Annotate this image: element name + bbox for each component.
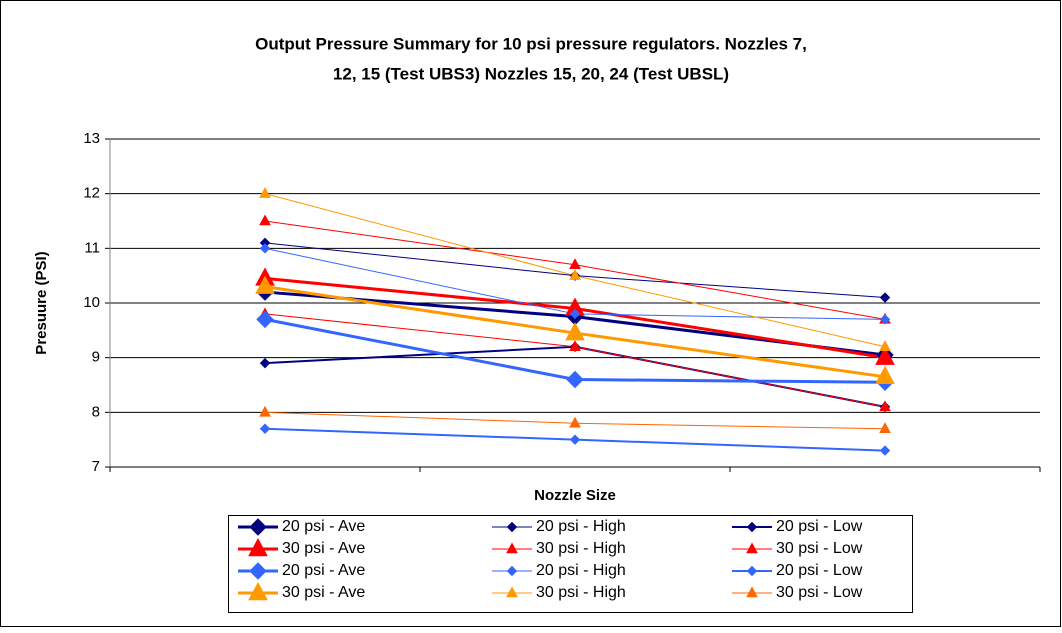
- legend-label: 30 psi - Ave: [282, 540, 365, 557]
- marker: [569, 258, 581, 269]
- legend-label: 20 psi - Ave: [282, 518, 365, 535]
- marker: [256, 310, 274, 329]
- marker: [506, 565, 518, 577]
- marker: [249, 518, 267, 536]
- marker: [879, 314, 891, 325]
- legend-label: 30 psi - High: [536, 584, 626, 601]
- marker: [569, 340, 581, 351]
- chart-subtitle: 12, 15 (Test UBS3) Nozzles 15, 20, 24 (T…: [333, 64, 729, 83]
- marker: [259, 423, 271, 434]
- marker: [566, 370, 584, 389]
- y-tick-label: 8: [92, 403, 100, 420]
- marker: [248, 538, 268, 557]
- marker: [259, 405, 271, 417]
- y-tick-label: 12: [83, 185, 100, 202]
- y-tick-label: 10: [83, 294, 100, 311]
- marker: [255, 275, 275, 294]
- marker: [875, 346, 895, 365]
- marker: [879, 292, 891, 303]
- legend-label: 20 psi - Low: [776, 562, 863, 579]
- marker: [569, 416, 581, 428]
- marker: [879, 400, 891, 412]
- marker: [746, 542, 758, 554]
- y-tick-label: 7: [92, 458, 100, 475]
- y-tick-label: 13: [83, 130, 100, 147]
- marker: [569, 308, 581, 320]
- marker: [506, 542, 518, 554]
- y-tick-label: 11: [84, 239, 100, 256]
- marker: [746, 565, 758, 577]
- marker: [746, 586, 758, 598]
- legend-label: 20 psi - High: [536, 518, 626, 535]
- marker: [879, 422, 891, 433]
- legend-label: 30 psi - Low: [776, 540, 863, 557]
- marker: [879, 340, 891, 351]
- legend-label: 20 psi - Ave: [282, 562, 365, 579]
- legend-label: 30 psi - Ave: [282, 584, 365, 601]
- chart-title: Output Pressure Summary for 10 psi press…: [255, 34, 807, 53]
- marker: [875, 365, 895, 385]
- marker: [746, 521, 758, 533]
- marker: [259, 243, 271, 254]
- legend-label: 20 psi - Low: [776, 518, 863, 535]
- marker: [259, 187, 271, 198]
- y-tick-label: 9: [92, 349, 100, 366]
- marker: [569, 269, 581, 280]
- marker: [506, 521, 518, 533]
- x-axis-title: Nozzle Size: [534, 487, 616, 504]
- legend-label: 30 psi - High: [536, 540, 626, 557]
- marker: [259, 214, 271, 226]
- marker: [879, 445, 891, 456]
- y-axis-title: Presuure (PSI): [33, 251, 50, 354]
- marker: [259, 357, 271, 369]
- marker: [569, 434, 581, 445]
- legend-box: [228, 515, 913, 613]
- legend-label: 20 psi - High: [536, 562, 626, 579]
- legend-label: 30 psi - Low: [776, 584, 863, 601]
- marker: [249, 562, 267, 580]
- marker: [565, 322, 585, 341]
- marker: [248, 582, 268, 601]
- marker: [506, 586, 518, 598]
